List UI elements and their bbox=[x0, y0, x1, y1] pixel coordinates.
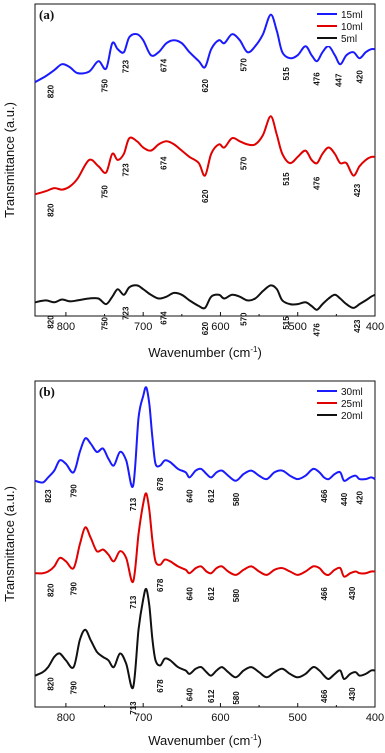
panel-a-chart: 800 700 600 500 400 Wavenumber (cm-1) Transmit… bbox=[2, 3, 384, 360]
peak-label: 820 bbox=[47, 677, 56, 691]
y-axis-label: Transmittance (a.u.) bbox=[2, 102, 17, 218]
peak-label: 640 bbox=[186, 489, 195, 503]
x-axis-label: Wavenumber (cm-1) bbox=[148, 733, 262, 748]
peak-label: 620 bbox=[201, 189, 210, 203]
legend-label: 30ml bbox=[341, 387, 363, 398]
peak-label: 640 bbox=[186, 587, 195, 601]
x-tick-label: 400 bbox=[366, 321, 384, 333]
peak-label: 440 bbox=[340, 492, 349, 506]
peak-label: 820 bbox=[47, 315, 56, 329]
peak-label: 447 bbox=[335, 73, 344, 87]
peak-label: 580 bbox=[232, 691, 241, 705]
series-line-25ml bbox=[34, 492, 376, 584]
x-tick-label: 700 bbox=[134, 712, 152, 724]
peak-label: 476 bbox=[312, 323, 321, 337]
legend-label: 25ml bbox=[341, 399, 363, 410]
x-tick-label: 600 bbox=[211, 712, 229, 724]
peak-label: 580 bbox=[232, 492, 241, 506]
peak-label: 620 bbox=[201, 321, 210, 335]
peak-label: 678 bbox=[156, 477, 165, 491]
legend-label: 20ml bbox=[341, 411, 363, 422]
peak-label: 612 bbox=[207, 489, 216, 503]
peak-label: 723 bbox=[121, 306, 130, 320]
peak-label: 678 bbox=[156, 679, 165, 693]
peak-label: 466 bbox=[320, 587, 329, 601]
peak-label: 678 bbox=[156, 578, 165, 592]
legend-label: 15ml bbox=[341, 10, 363, 21]
peak-label: 674 bbox=[159, 58, 168, 72]
plot-frame bbox=[34, 3, 376, 317]
plot-frame bbox=[34, 380, 376, 708]
peak-label: 823 bbox=[44, 489, 53, 503]
series-line-10ml bbox=[34, 115, 376, 196]
peak-label: 430 bbox=[348, 586, 357, 600]
legend-label: 10ml bbox=[341, 22, 363, 33]
peak-label: 640 bbox=[186, 687, 195, 701]
panel-label: (b) bbox=[39, 384, 55, 399]
y-axis-label: Transmittance (a.u.) bbox=[2, 486, 17, 602]
legend-label: 5ml bbox=[341, 34, 357, 45]
peak-label: 750 bbox=[101, 316, 110, 330]
x-axis-label: Wavenumber (cm-1) bbox=[148, 345, 262, 360]
peak-label: 612 bbox=[207, 587, 216, 601]
peak-label: 515 bbox=[282, 316, 291, 330]
peak-label: 820 bbox=[47, 583, 56, 597]
peak-label: 423 bbox=[353, 183, 362, 197]
peak-label: 580 bbox=[232, 588, 241, 602]
peak-label: 674 bbox=[159, 311, 168, 325]
peak-label: 820 bbox=[47, 203, 56, 217]
x-tick-label: 700 bbox=[134, 321, 152, 333]
panel-b-chart: 800 700 600 500 400 Wavenumber (cm-1) Transmit… bbox=[2, 380, 384, 748]
x-tick-label: 800 bbox=[57, 712, 75, 724]
x-tick-label: 500 bbox=[289, 321, 307, 333]
peak-label: 570 bbox=[240, 58, 249, 72]
peak-label: 570 bbox=[240, 156, 249, 170]
series-line-15ml bbox=[34, 13, 376, 83]
peak-label: 476 bbox=[312, 72, 321, 86]
peak-label: 620 bbox=[201, 79, 210, 93]
peak-label: 430 bbox=[348, 687, 357, 701]
x-tick-label: 600 bbox=[211, 321, 229, 333]
series-line-5ml bbox=[34, 284, 376, 311]
peak-label: 713 bbox=[129, 595, 138, 609]
peak-label: 570 bbox=[240, 312, 249, 326]
peak-label: 515 bbox=[282, 67, 291, 81]
peak-label: 420 bbox=[356, 491, 365, 505]
x-tick-label: 500 bbox=[289, 712, 307, 724]
peak-label: 790 bbox=[70, 681, 79, 695]
peak-label: 466 bbox=[320, 489, 329, 503]
x-tick-label: 400 bbox=[366, 712, 384, 724]
peak-label: 820 bbox=[47, 84, 56, 98]
peak-label: 750 bbox=[101, 79, 110, 93]
peak-label: 674 bbox=[159, 156, 168, 170]
series-line-30ml bbox=[34, 386, 376, 488]
peak-label: 723 bbox=[121, 59, 130, 73]
peak-label: 612 bbox=[207, 689, 216, 703]
peak-label: 790 bbox=[70, 484, 79, 498]
peak-label: 420 bbox=[356, 70, 365, 84]
peak-label: 713 bbox=[129, 701, 138, 715]
peak-label: 476 bbox=[312, 176, 321, 190]
peak-label: 750 bbox=[101, 185, 110, 199]
peak-label: 423 bbox=[353, 319, 362, 333]
peak-label: 790 bbox=[70, 582, 79, 596]
panel-label: (a) bbox=[39, 7, 54, 22]
x-tick-label: 800 bbox=[57, 321, 75, 333]
peak-label: 713 bbox=[129, 497, 138, 511]
peak-label: 466 bbox=[320, 689, 329, 703]
peak-label: 515 bbox=[282, 172, 291, 186]
peak-label: 723 bbox=[121, 163, 130, 177]
series-line-20ml bbox=[34, 587, 376, 690]
